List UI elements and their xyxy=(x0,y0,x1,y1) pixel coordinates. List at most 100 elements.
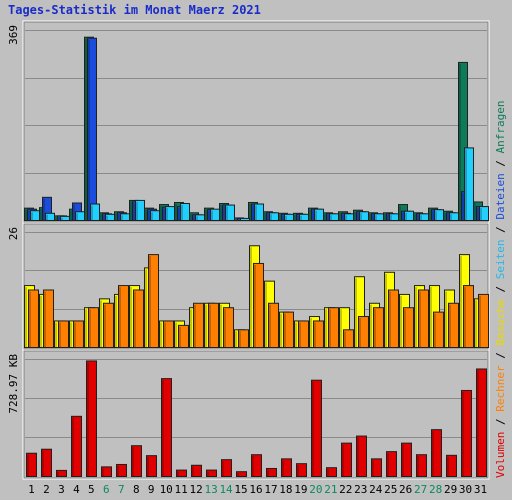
x-tick-label: 25 xyxy=(384,483,397,496)
bar-rechner-5 xyxy=(89,308,99,348)
bar-rechner-1 xyxy=(29,290,39,348)
x-tick-label: 2 xyxy=(43,483,50,496)
bar-seiten-2 xyxy=(46,213,55,220)
bar-volumen-29 xyxy=(447,455,457,476)
x-tick-label: 27 xyxy=(414,483,427,496)
legend-item: Anfragen xyxy=(494,100,507,153)
x-tick-label: 8 xyxy=(133,483,140,496)
bar-seiten-16 xyxy=(255,204,264,220)
bar-rechner-28 xyxy=(434,312,444,347)
bar-volumen-11 xyxy=(177,470,187,476)
panel-hits: 369 xyxy=(7,21,489,223)
bar-rechner-9 xyxy=(149,255,159,348)
bar-rechner-10 xyxy=(164,321,174,348)
bar-seiten-7 xyxy=(121,214,130,221)
bar-seiten-12 xyxy=(196,215,205,221)
bar-seiten-15 xyxy=(241,218,250,220)
bar-rechner-31 xyxy=(479,294,489,347)
bar-volumen-15 xyxy=(237,472,247,477)
bar-seiten-4 xyxy=(76,212,85,221)
bar-rechner-2 xyxy=(44,290,54,348)
bar-volumen-9 xyxy=(147,456,157,477)
bar-volumen-26 xyxy=(402,443,412,476)
bar-rechner-25 xyxy=(389,290,399,348)
legend-item: Rechner xyxy=(494,365,507,412)
bar-volumen-10 xyxy=(162,379,172,477)
legend-item: / xyxy=(494,346,507,366)
bar-seiten-20 xyxy=(315,209,324,220)
bar-seiten-9 xyxy=(151,211,160,221)
bar-seiten-31 xyxy=(480,207,489,221)
bar-volumen-7 xyxy=(117,464,127,476)
bar-volumen-21 xyxy=(327,468,337,477)
x-tick-label: 9 xyxy=(148,483,155,496)
bar-rechner-15 xyxy=(239,330,249,348)
y-max-label: 369 xyxy=(7,25,20,45)
bar-rechner-11 xyxy=(179,325,189,347)
x-tick-label: 1 xyxy=(28,483,35,496)
bar-seiten-25 xyxy=(390,214,399,221)
x-tick-label: 28 xyxy=(429,483,442,496)
bar-rechner-23 xyxy=(359,317,369,348)
bar-volumen-12 xyxy=(192,465,202,476)
bar-volumen-19 xyxy=(297,464,307,477)
bar-rechner-22 xyxy=(344,330,354,348)
bar-seiten-22 xyxy=(345,214,354,221)
bar-seiten-6 xyxy=(106,214,115,220)
chart-panels: 36926728.97 KB xyxy=(7,21,489,479)
legend-item: Volumen xyxy=(494,432,507,478)
bar-rechner-16 xyxy=(254,263,264,347)
bar-rechner-27 xyxy=(419,290,429,348)
legend-item: Seiten xyxy=(494,240,507,280)
bar-seiten-23 xyxy=(360,212,369,221)
bar-seiten-11 xyxy=(181,204,190,221)
bar-volumen-2 xyxy=(42,449,52,476)
x-tick-label: 12 xyxy=(190,483,203,496)
x-tick-label: 31 xyxy=(474,483,487,496)
y-max-label: 728.97 KB xyxy=(7,354,20,414)
bar-volumen-17 xyxy=(267,468,277,476)
bar-rechner-30 xyxy=(464,286,474,348)
x-tick-label: 5 xyxy=(88,483,95,496)
bar-seiten-13 xyxy=(211,209,220,220)
bar-volumen-1 xyxy=(27,453,37,476)
bar-rechner-14 xyxy=(224,308,234,348)
x-tick-label: 20 xyxy=(309,483,322,496)
bar-seiten-24 xyxy=(375,214,384,221)
bar-seiten-3 xyxy=(61,216,70,220)
x-tick-label: 23 xyxy=(354,483,367,496)
bar-seiten-21 xyxy=(330,214,339,221)
bar-rechner-18 xyxy=(284,312,294,347)
bar-seiten-17 xyxy=(270,213,279,221)
x-tick-label: 4 xyxy=(73,483,80,496)
bar-volumen-16 xyxy=(252,455,262,477)
bar-seiten-29 xyxy=(450,213,459,221)
bar-volumen-3 xyxy=(57,470,67,476)
x-tick-label: 30 xyxy=(459,483,472,496)
bar-rechner-19 xyxy=(299,321,309,348)
bar-volumen-22 xyxy=(342,443,352,476)
x-tick-label: 3 xyxy=(58,483,65,496)
bar-rechner-12 xyxy=(194,303,204,347)
legend-item: / xyxy=(494,412,507,432)
bar-seiten-27 xyxy=(420,214,429,221)
right-legend: Volumen / Rechner / Besuche / Seiten / D… xyxy=(494,100,507,478)
x-tick-label: 21 xyxy=(324,483,337,496)
x-tick-label: 29 xyxy=(444,483,457,496)
bar-rechner-4 xyxy=(74,321,84,348)
bar-volumen-13 xyxy=(207,470,217,476)
bar-volumen-14 xyxy=(222,460,232,477)
bar-seiten-14 xyxy=(226,205,235,220)
bar-volumen-18 xyxy=(282,459,292,477)
bar-seiten-18 xyxy=(285,214,294,220)
bar-rechner-21 xyxy=(329,308,339,348)
bar-volumen-23 xyxy=(357,436,367,476)
bar-rechner-6 xyxy=(104,303,114,347)
bar-rechner-17 xyxy=(269,303,279,347)
bar-seiten-19 xyxy=(300,214,309,220)
bar-volumen-4 xyxy=(72,416,82,476)
x-tick-label: 26 xyxy=(399,483,412,496)
x-tick-label: 10 xyxy=(160,483,173,496)
x-tick-label: 18 xyxy=(279,483,292,496)
x-tick-label: 24 xyxy=(369,483,383,496)
